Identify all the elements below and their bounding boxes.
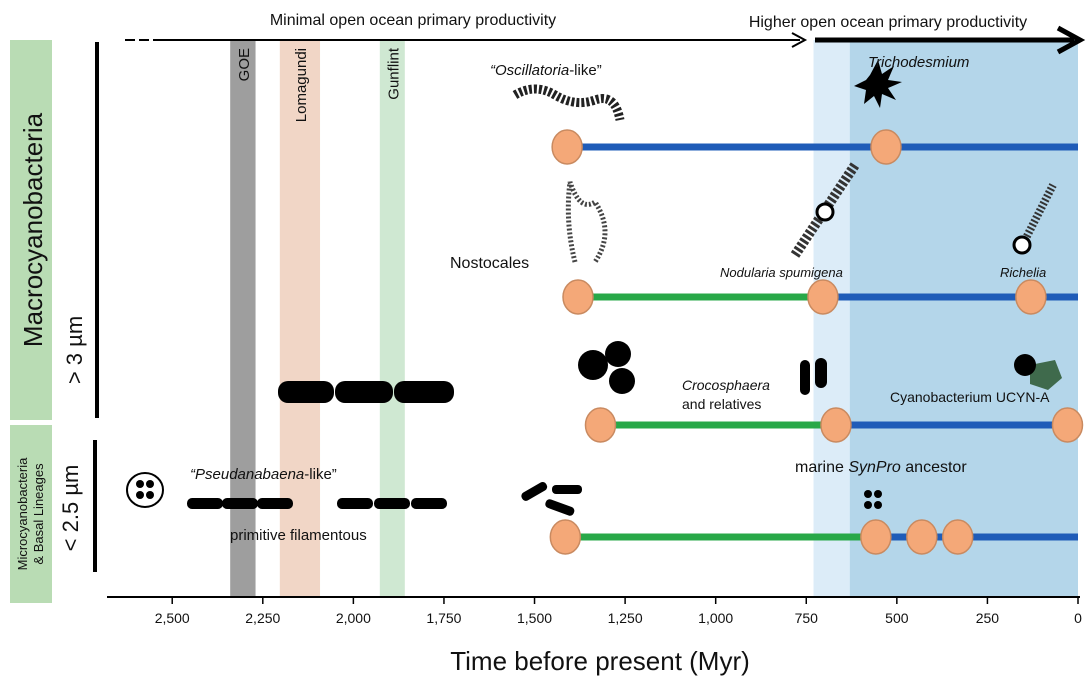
taxon-label: Nodularia spumigena — [720, 265, 843, 280]
taxon-label: “Oscillatoria-like” — [490, 62, 602, 79]
taxon-label: Cyanobacterium UCYN-A — [890, 389, 1050, 405]
taxon-label: Nostocales — [450, 255, 529, 272]
period-label: Lomagundi — [293, 48, 310, 122]
divergence-node — [1052, 408, 1082, 442]
axis-title: Time before present (Myr) — [450, 646, 750, 676]
divergence-node — [550, 520, 580, 554]
taxon-label: marine SynPro ancestor — [795, 459, 967, 476]
arrow-label: Minimal open ocean primary productivity — [270, 12, 556, 29]
label-part: ancestor — [901, 459, 967, 476]
label-part: Oscillatoria — [495, 62, 569, 79]
label-part: marine — [795, 459, 848, 476]
tick-label: 500 — [885, 610, 909, 626]
period-band — [380, 40, 405, 597]
productivity-shading — [814, 40, 850, 597]
group-label: Microcyanobacteria — [15, 457, 30, 570]
group-label: & Basal Lineages — [31, 463, 46, 565]
taxon-label: primitive filamentous — [230, 527, 367, 544]
divergence-node — [907, 520, 937, 554]
tick-label: 250 — [976, 610, 1000, 626]
divergence-node — [585, 408, 615, 442]
divergence-node — [861, 520, 891, 554]
productivity-shading — [850, 40, 1078, 597]
label-part: -like” — [304, 466, 337, 483]
taxon-label: “Pseudanabaena-like” — [190, 466, 337, 483]
group-size: < 2.5 µm — [58, 465, 83, 552]
divergence-node — [1016, 280, 1046, 314]
taxon-label: Crocosphaera — [682, 377, 770, 393]
divergence-node — [871, 130, 901, 164]
tick-label: 2,500 — [155, 610, 190, 626]
divergence-node — [563, 280, 593, 314]
divergence-node — [552, 130, 582, 164]
label-part: Pseudanabaena — [195, 466, 304, 483]
tick-label: 1,500 — [517, 610, 552, 626]
period-band — [280, 40, 320, 597]
tick-label: 0 — [1074, 610, 1082, 626]
tick-label: 1,750 — [426, 610, 461, 626]
group-size: > 3 µm — [62, 316, 87, 384]
taxon-label: Richelia — [1000, 265, 1046, 280]
divergence-node — [943, 520, 973, 554]
period-label: GOE — [236, 48, 253, 81]
tick-label: 2,250 — [245, 610, 280, 626]
tick-label: 2,000 — [336, 610, 371, 626]
period-band — [230, 40, 255, 597]
period-label: Gunflint — [385, 47, 402, 100]
divergence-node — [808, 280, 838, 314]
tick-label: 750 — [795, 610, 819, 626]
divergence-node — [821, 408, 851, 442]
taxon-label: Trichodesmium — [868, 54, 969, 71]
figure: GOE Lomagundi Gunflint 2,500 2,250 2,000 1,750… — [0, 0, 1086, 678]
label-part: -like” — [569, 62, 602, 79]
taxon-label: and relatives — [682, 396, 761, 412]
label-part: SynPro — [848, 459, 901, 476]
tick-label: 1,250 — [608, 610, 643, 626]
tick-label: 1,000 — [698, 610, 733, 626]
group-label: Macrocyanobacteria — [18, 112, 48, 347]
arrow-label: Higher open ocean primary productivity — [749, 14, 1027, 31]
